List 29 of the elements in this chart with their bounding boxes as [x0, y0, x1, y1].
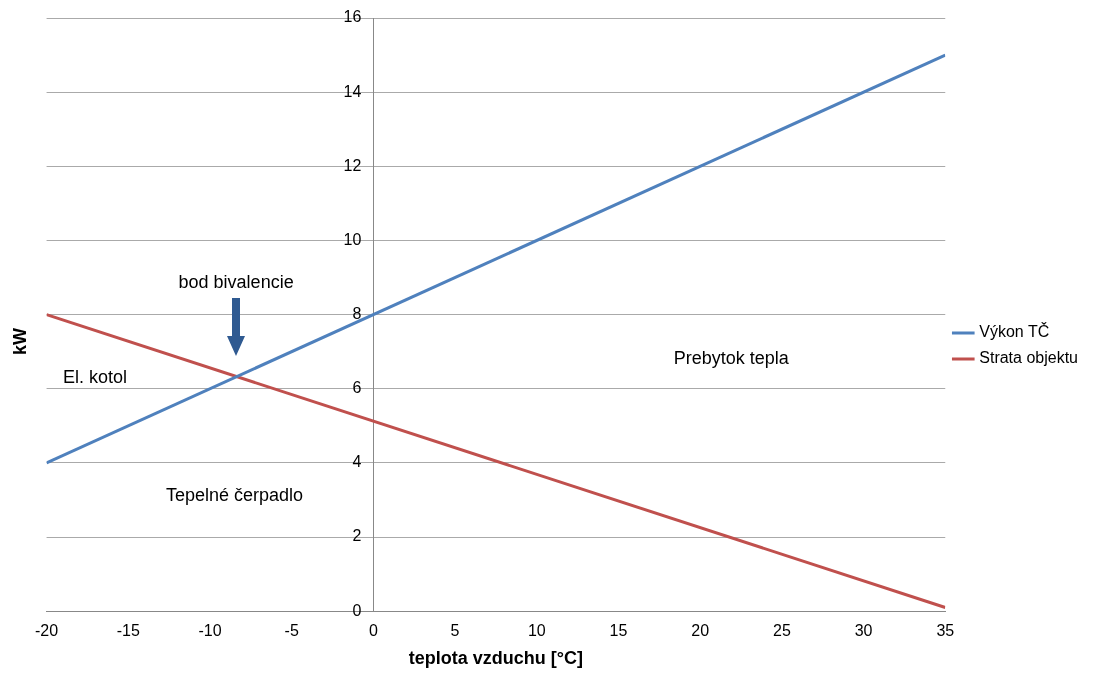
y-tick-label: 6	[352, 379, 362, 397]
x-tick-label: 25	[772, 622, 791, 640]
y-axis-title: kW	[9, 327, 31, 355]
x-tick-label: 5	[450, 622, 460, 640]
x-tick-label: -15	[116, 622, 140, 640]
x-tick-label: 0	[368, 622, 378, 640]
y-tick-label: 4	[352, 453, 362, 471]
legend-label: Strata objektu	[979, 349, 1079, 367]
y-tick-label: 2	[352, 527, 362, 545]
x-tick-label: -20	[35, 622, 59, 640]
legend-label: Výkon TČ	[979, 322, 1050, 341]
x-tick-label: 30	[854, 622, 873, 640]
x-tick-label: -10	[198, 622, 222, 640]
x-tick-label: 15	[609, 622, 628, 640]
x-tick-label: 35	[936, 622, 955, 640]
annotation: El. kotol	[62, 366, 127, 387]
y-tick-label: 16	[343, 8, 362, 26]
x-tick-label: 20	[691, 622, 710, 640]
x-tick-label: 10	[527, 622, 546, 640]
x-axis-title: teplota vzduchu [°C]	[408, 648, 584, 669]
annotation: bod bivalencie	[178, 272, 294, 293]
y-tick-label: 10	[343, 230, 362, 248]
y-tick-label: 14	[343, 82, 362, 100]
y-tick-label: 12	[343, 156, 362, 174]
x-tick-label: -5	[284, 622, 299, 640]
y-tick-label: 0	[352, 601, 362, 619]
y-tick-label: 8	[352, 305, 362, 323]
annotation: Prebytok tepla	[673, 348, 790, 369]
annotation: Tepelné čerpadlo	[165, 485, 304, 506]
